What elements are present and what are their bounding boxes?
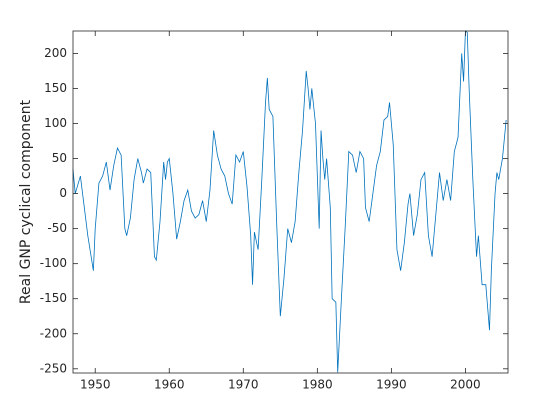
- y-tick-label: -250: [40, 361, 67, 375]
- y-tick-label: 100: [44, 116, 67, 130]
- x-tick-label: 1950: [80, 378, 111, 392]
- x-tick-label: 2000: [450, 378, 481, 392]
- y-axis-label: Real GNP cyclical component: [18, 99, 34, 304]
- y-tick-label: -200: [40, 326, 67, 340]
- y-tick-label: 50: [52, 151, 67, 165]
- y-tick-label: -50: [47, 221, 67, 235]
- y-tick-label: 150: [44, 81, 67, 95]
- y-tick-label: 200: [44, 46, 67, 60]
- x-tick-label: 1980: [302, 378, 333, 392]
- y-tick-label: 0: [59, 186, 67, 200]
- y-tick-label: -150: [40, 291, 67, 305]
- axes-box: [72, 30, 509, 374]
- x-tick-label: 1990: [376, 378, 407, 392]
- y-tick-label: -100: [40, 256, 67, 270]
- x-tick-label: 1970: [228, 378, 259, 392]
- x-tick-label: 1960: [154, 378, 185, 392]
- data-line: [72, 30, 507, 373]
